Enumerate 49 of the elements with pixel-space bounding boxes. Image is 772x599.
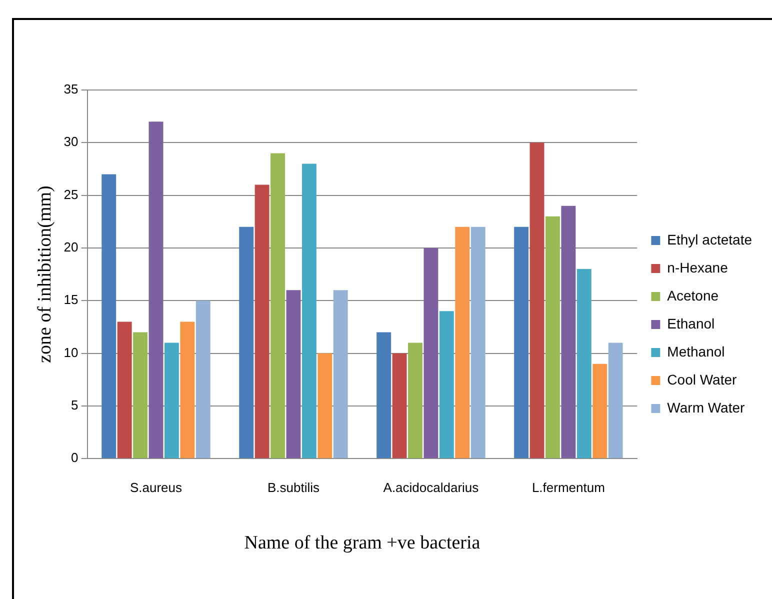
- bar: [254, 184, 270, 458]
- bar: [392, 353, 407, 458]
- bar: [592, 364, 608, 458]
- legend-label: Acetone: [667, 287, 719, 304]
- bar: [376, 332, 392, 458]
- legend-label: Ethyl actetate: [667, 231, 752, 248]
- y-tick-label: 25: [64, 186, 78, 202]
- bar: [286, 290, 301, 458]
- bar: [270, 153, 285, 458]
- bar: [133, 332, 148, 458]
- bar: [470, 226, 486, 458]
- bar: [302, 164, 316, 458]
- y-axis-title: zone of inhibition(mm): [34, 186, 56, 363]
- bar: [576, 269, 592, 458]
- bar: [239, 226, 254, 458]
- bar: [514, 226, 529, 458]
- y-tick-label: 30: [64, 134, 78, 150]
- bar: [424, 248, 438, 458]
- bar: [102, 174, 116, 458]
- y-tick-label: 5: [71, 398, 78, 413]
- legend-label: Ethanol: [667, 315, 715, 332]
- legend-label: Methanol: [667, 343, 725, 360]
- bar: [180, 322, 195, 458]
- bar: [439, 311, 454, 458]
- x-tick-label: S.aureus: [130, 480, 183, 495]
- bar: [408, 342, 422, 458]
- x-tick-label: A.acidocaldarius: [383, 480, 480, 495]
- legend-label: n-Hexane: [667, 259, 728, 276]
- bar: [333, 290, 348, 458]
- bar: [455, 226, 470, 458]
- bar: [530, 142, 544, 458]
- legend-label: Cool Water: [667, 371, 738, 388]
- y-tick-label: 0: [71, 450, 78, 466]
- bar: [608, 342, 623, 458]
- y-tick-label: 15: [64, 292, 78, 308]
- x-tick-label: B.subtilis: [267, 480, 320, 495]
- bar: [148, 122, 164, 458]
- y-tick-label: 10: [64, 344, 78, 360]
- bar: [318, 353, 332, 458]
- bar: [164, 342, 179, 458]
- y-tick-label: 20: [64, 240, 78, 255]
- legend-label: Warm Water: [667, 399, 746, 416]
- bar: [561, 206, 576, 458]
- x-axis-title: Name of the gram +ve bacteria: [244, 532, 481, 554]
- x-tick-label: L.fermentum: [532, 480, 605, 495]
- y-tick-label: 35: [64, 82, 78, 97]
- bar: [117, 322, 132, 458]
- bar: [196, 300, 210, 458]
- bar: [545, 216, 560, 458]
